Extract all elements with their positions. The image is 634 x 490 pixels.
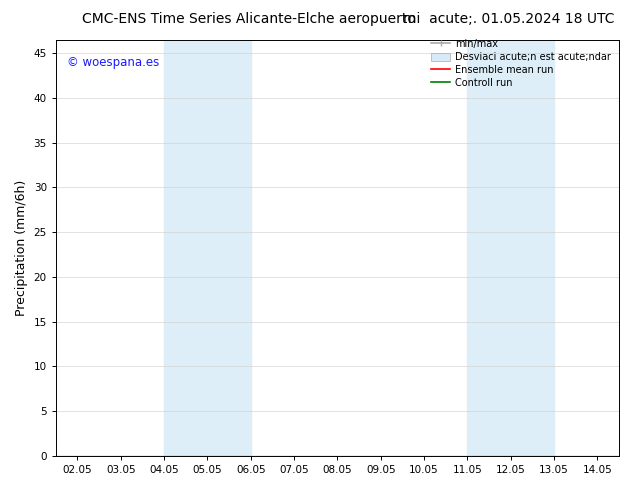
Text: mi  acute;. 01.05.2024 18 UTC: mi acute;. 01.05.2024 18 UTC: [403, 12, 614, 26]
Legend: min/max, Desviaci acute;n est acute;ndar, Ensemble mean run, Controll run: min/max, Desviaci acute;n est acute;ndar…: [428, 36, 614, 91]
Y-axis label: Precipitation (mm/6h): Precipitation (mm/6h): [15, 180, 28, 316]
Text: © woespana.es: © woespana.es: [67, 56, 159, 70]
Bar: [467, 40, 554, 456]
Text: CMC-ENS Time Series Alicante-Elche aeropuerto: CMC-ENS Time Series Alicante-Elche aerop…: [82, 12, 417, 26]
Bar: [164, 40, 251, 456]
